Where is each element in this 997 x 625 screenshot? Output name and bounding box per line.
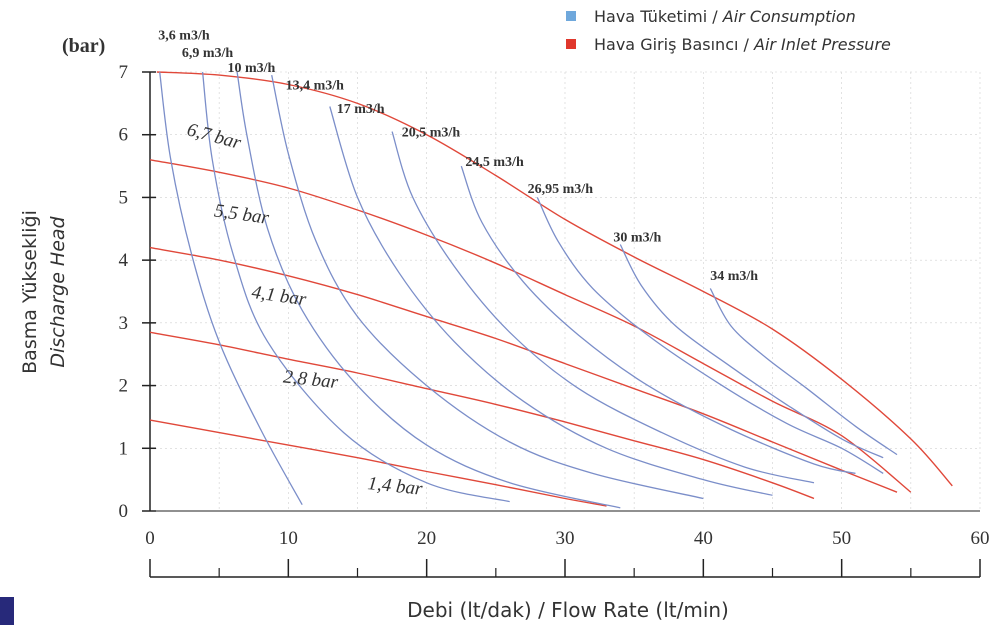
x-tick-label: 60 [971,528,990,549]
y-tick-label: 4 [119,250,129,271]
pressure-curve-label: 1,4 bar [367,473,424,500]
air-consumption-line [709,288,898,456]
pressure-curve-label: 5,5 bar [213,200,271,229]
y-axis-title-tr: Basma Yüksekliği [19,210,41,374]
air-consumption-line [159,71,303,506]
air-consumption-curve-label: 26,95 m3/h [528,182,594,197]
pressure-curve-label: 4,1 bar [250,282,308,311]
y-axis-title-en: Discharge Head [47,215,69,367]
air-consumption-curve-label: 6,9 m3/h [182,46,234,61]
ticks: 0 1 2 3 4 5 6 7 0 10 20 30 40 50 60 [119,62,990,577]
pressure-curve-label: 6,7 bar [185,119,244,154]
air-inlet-pressure-line [149,331,815,500]
air-inlet-pressure-line [156,71,953,487]
y-tick-label: 7 [119,62,129,83]
air-inlet-pressure-line [149,246,898,493]
air-consumption-line [460,165,856,475]
air-consumption-line [329,106,773,496]
legend-label-air-consumption: Hava Tüketimi / Air Consumption [594,7,856,26]
air-consumption-line [619,244,884,459]
x-tick-label: 50 [832,528,851,549]
pressure-curve-label: 2,8 bar [282,367,339,394]
x-tick-label: 10 [279,528,298,549]
air-consumption-curve-label: 3,6 m3/h [158,28,210,43]
y-tick-label: 1 [119,438,129,459]
curve-labels: 6,7 bar 5,5 bar 4,1 bar 2,8 bar 1,4 bar 3,6 m… [158,28,758,499]
air-consumption-curve-label: 13,4 m3/h [286,79,345,94]
legend-label-air-inlet-pressure: Hava Giriş Basıncı / Air Inlet Pressure [594,35,891,54]
x-tick-label: 30 [556,528,575,549]
air-consumption-curve-label: 10 m3/h [227,61,275,76]
corner-mark [0,597,14,625]
air-consumption-curves [159,71,898,509]
air-inlet-pressure-line [149,159,912,493]
air-consumption-curve-label: 34 m3/h [710,269,758,284]
x-tick-label: 0 [145,528,155,549]
legend-swatch-air-consumption [566,11,576,21]
x-axis-title: Debi (lt/dak) / Flow Rate (lt/min) [407,598,729,622]
air-consumption-line [391,131,815,484]
y-tick-label: 3 [119,313,129,334]
air-consumption-line [271,74,704,500]
y-tick-label: 5 [119,187,129,208]
air-consumption-line [536,197,884,474]
y-tick-label: 0 [119,501,129,522]
air-consumption-curve-label: 30 m3/h [613,230,661,245]
air-consumption-curve-label: 24,5 m3/h [465,155,524,170]
y-tick-label: 6 [119,125,129,146]
y-unit-label: (bar) [62,35,105,57]
legend-swatch-air-inlet-pressure [566,39,576,49]
x-tick-label: 40 [694,528,713,549]
y-tick-label: 2 [119,376,129,397]
air-consumption-curve-label: 20,5 m3/h [402,126,461,141]
air-consumption-line [236,71,621,509]
x-tick-label: 20 [417,528,436,549]
air-consumption-curve-label: 17 m3/h [337,102,385,117]
legend: Hava Tüketimi / Air Consumption Hava Gir… [566,7,891,54]
air-consumption-line [201,71,510,503]
